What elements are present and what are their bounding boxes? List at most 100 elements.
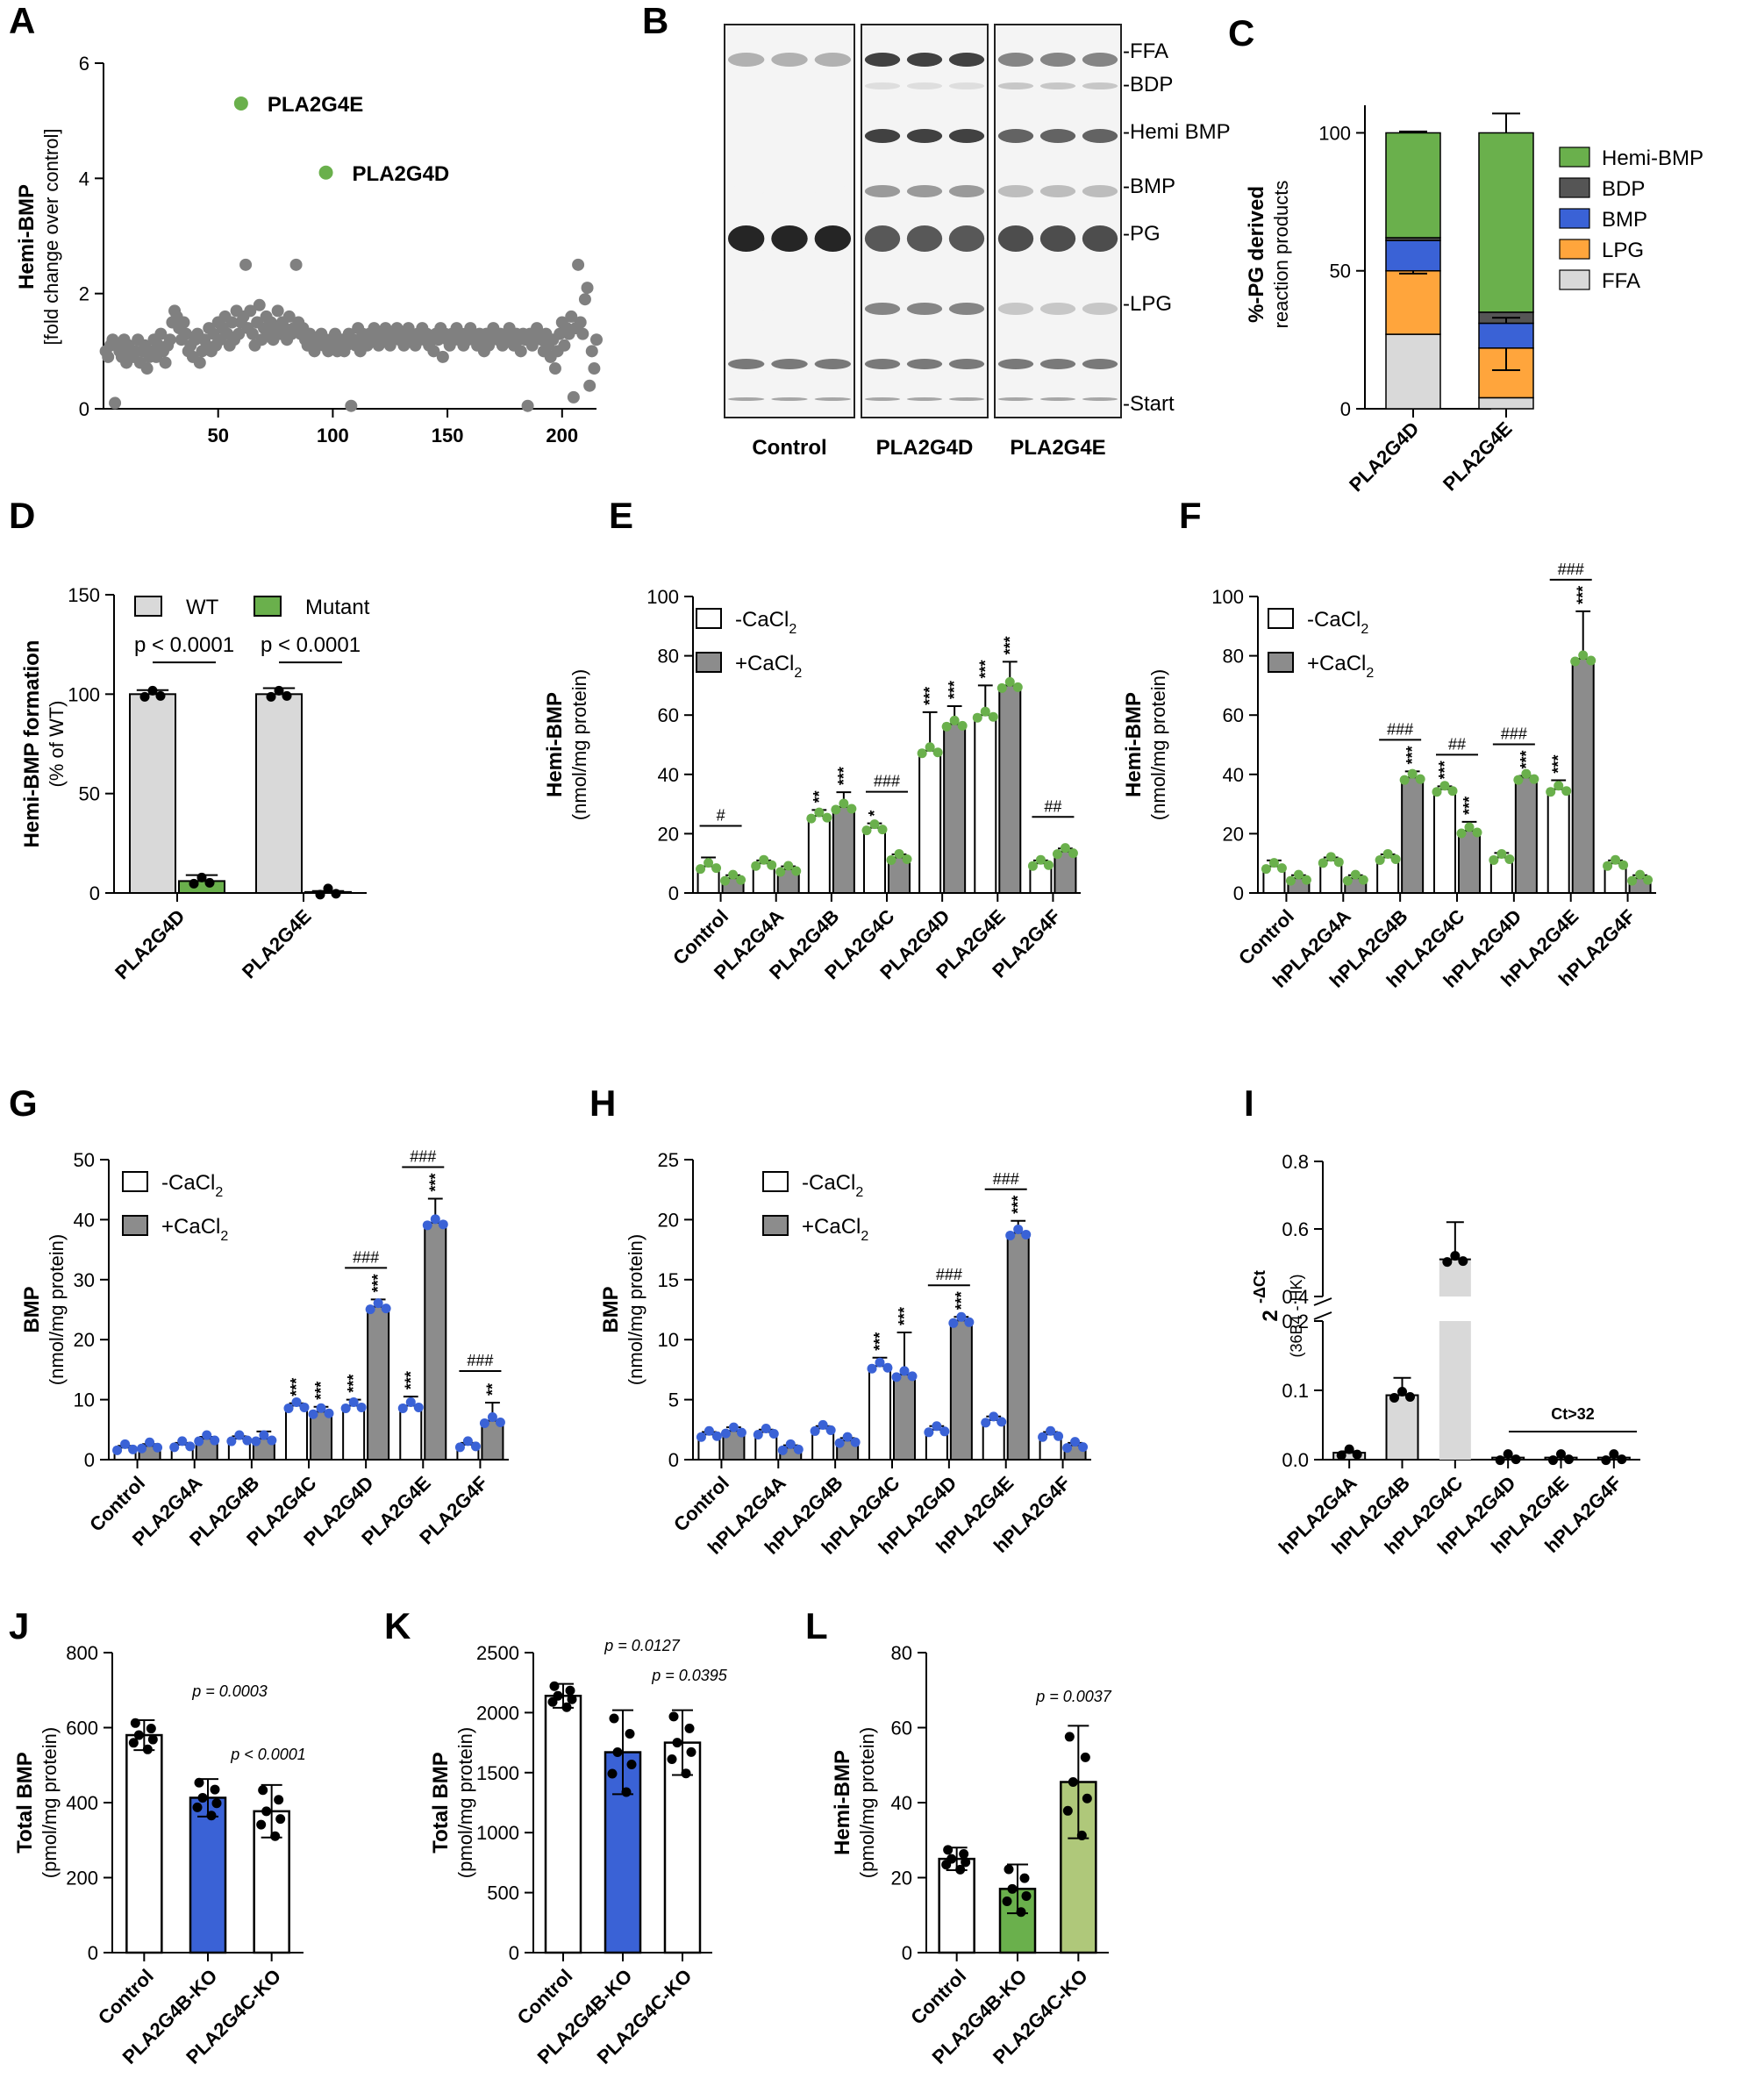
g-data-point bbox=[405, 1396, 416, 1407]
a-data-point bbox=[574, 316, 587, 329]
f-data-point bbox=[1611, 854, 1621, 865]
b-band-label: -FFA bbox=[1123, 39, 1168, 63]
c-y-tick-label: 50 bbox=[1330, 261, 1351, 282]
a-data-point bbox=[239, 258, 253, 271]
f-data-point bbox=[1489, 854, 1499, 865]
b-band bbox=[1039, 359, 1076, 369]
panel-letter: G bbox=[9, 1082, 38, 1124]
a-data-point bbox=[232, 327, 246, 340]
g-y-tick-label: 30 bbox=[74, 1269, 95, 1291]
h-data-point bbox=[834, 1438, 845, 1448]
b-band bbox=[771, 359, 808, 369]
g-data-point bbox=[194, 1436, 204, 1446]
h-data-point bbox=[907, 1371, 918, 1382]
j-y-tick-label: 200 bbox=[66, 1868, 98, 1889]
l-data-point bbox=[1019, 1873, 1030, 1883]
g-data-point bbox=[454, 1442, 465, 1453]
e-significance: *** bbox=[1001, 636, 1018, 654]
f-data-point bbox=[1554, 781, 1564, 791]
g-data-point bbox=[137, 1443, 147, 1454]
f-data-point bbox=[1546, 787, 1556, 797]
b-band bbox=[864, 53, 901, 67]
f-bar bbox=[1546, 788, 1570, 895]
f-data-point bbox=[1504, 854, 1515, 864]
j-data-point bbox=[275, 1814, 286, 1825]
a-data-point bbox=[140, 362, 154, 375]
j-data-point bbox=[261, 1806, 272, 1817]
b-band bbox=[814, 225, 852, 252]
f-significance: *** bbox=[1404, 746, 1421, 764]
h-y-tick-label: 10 bbox=[658, 1329, 679, 1351]
h-data-point bbox=[728, 1422, 739, 1432]
k-data-point bbox=[672, 1738, 682, 1748]
j-data-point bbox=[270, 1831, 281, 1841]
b-band bbox=[727, 397, 765, 401]
b-band bbox=[727, 185, 765, 197]
e-significance: ** bbox=[811, 790, 828, 803]
i-data-point bbox=[1609, 1449, 1619, 1460]
e-significance: *** bbox=[835, 767, 853, 785]
f-y-tick-label: 60 bbox=[1223, 704, 1244, 726]
d-y-tick-label: 100 bbox=[68, 683, 100, 705]
f-data-point bbox=[1513, 775, 1524, 785]
a-data-point bbox=[514, 345, 527, 358]
c-bar-segment bbox=[1478, 347, 1534, 399]
i-axis-break bbox=[1313, 1311, 1332, 1320]
b-band-label: -PG bbox=[1123, 222, 1161, 246]
e-data-point bbox=[886, 854, 896, 865]
g-data-point bbox=[210, 1435, 220, 1446]
d-y-tick-label: 150 bbox=[68, 584, 100, 606]
e-bar bbox=[918, 749, 942, 895]
a-data-point bbox=[567, 390, 580, 404]
j-data-point bbox=[211, 1798, 222, 1809]
b-band bbox=[906, 225, 943, 252]
g-data-point bbox=[251, 1436, 261, 1446]
b-lane-label: PLA2G4D bbox=[876, 436, 974, 460]
k-data-point bbox=[612, 1747, 623, 1758]
e-bar bbox=[863, 826, 886, 895]
c-bar-segment bbox=[1385, 132, 1441, 239]
i-bar bbox=[1385, 1394, 1419, 1461]
c-y-tick-label: 100 bbox=[1318, 122, 1351, 144]
b-band bbox=[814, 185, 852, 197]
g-legend-swatch bbox=[122, 1171, 148, 1192]
a-data-point bbox=[244, 304, 257, 318]
e-data-point bbox=[822, 812, 832, 823]
g-data-point bbox=[470, 1441, 481, 1452]
k-y-tick-label: 2500 bbox=[476, 1642, 519, 1664]
h-legend-sub: 2 bbox=[855, 1185, 863, 1200]
a-data-point bbox=[427, 345, 440, 358]
b-band bbox=[771, 397, 808, 401]
panel-letter: I bbox=[1244, 1082, 1254, 1124]
h-data-point bbox=[825, 1425, 836, 1435]
b-band bbox=[997, 225, 1034, 252]
k-data-point bbox=[547, 1696, 558, 1707]
f-legend-label: -CaCl2 bbox=[1307, 608, 1368, 637]
g-data-point bbox=[169, 1442, 180, 1453]
a-data-point bbox=[282, 310, 296, 323]
b-band-label: -Start bbox=[1123, 392, 1175, 416]
h-data-point bbox=[696, 1432, 706, 1442]
h-data-point bbox=[753, 1430, 763, 1440]
g-data-point bbox=[316, 1403, 326, 1413]
d-data-point bbox=[139, 691, 150, 702]
a-x-tick-label: 200 bbox=[546, 425, 578, 446]
k-bar bbox=[663, 1741, 702, 1954]
l-data-point bbox=[1064, 1732, 1075, 1742]
g-data-point bbox=[348, 1396, 359, 1407]
l-y-tick-label: 40 bbox=[891, 1792, 912, 1814]
e-data-point bbox=[839, 798, 849, 809]
f-hash-label: ### bbox=[1501, 725, 1527, 742]
j-y-tick-label: 800 bbox=[66, 1642, 98, 1664]
f-legend-swatch bbox=[1268, 652, 1294, 673]
b-band bbox=[906, 397, 943, 401]
e-hash-label: # bbox=[717, 806, 725, 824]
g-significance: *** bbox=[345, 1375, 362, 1393]
j-data-point bbox=[128, 1738, 139, 1748]
b-band bbox=[948, 303, 985, 315]
l-y-label: Hemi-BMP bbox=[831, 1750, 854, 1855]
g-data-point bbox=[479, 1418, 489, 1429]
e-data-point bbox=[696, 864, 706, 875]
f-y-tick-label: 20 bbox=[1223, 823, 1244, 845]
h-bar bbox=[893, 1373, 916, 1461]
